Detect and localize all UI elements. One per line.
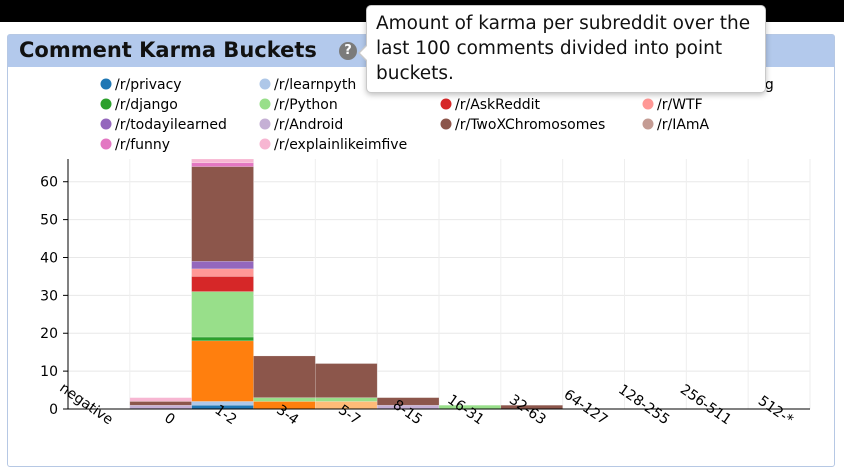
legend-swatch: [642, 98, 654, 110]
legend-label: /r/AskReddit: [455, 97, 541, 113]
legend-label: /r/IAmA: [657, 117, 710, 133]
legend-label: /r/privacy: [115, 77, 182, 93]
y-tick-label: 40: [40, 250, 58, 266]
legend-label: /r/learnpyth: [274, 77, 356, 93]
bar-segment: [191, 268, 254, 277]
bar-segment: [191, 276, 254, 292]
y-tick-label: 0: [49, 402, 58, 418]
legend-swatch: [259, 78, 271, 90]
y-tick-label: 20: [40, 326, 58, 342]
legend-label: /r/Android: [274, 117, 343, 133]
legend-label: /r/Python: [274, 97, 338, 113]
help-tooltip: Amount of karma per subreddit over the l…: [358, 5, 766, 93]
x-tick-label: 32-63: [506, 392, 549, 428]
legend-label: /r/django: [115, 97, 178, 113]
bar-segment: [129, 397, 192, 402]
bar-segment: [376, 397, 440, 406]
panel-title: Comment Karma Buckets: [19, 38, 317, 62]
bar-segment: [253, 355, 316, 398]
x-tick-label: 256-511: [677, 382, 734, 429]
bar-segment: [191, 291, 254, 338]
bar-segment: [191, 166, 254, 262]
tooltip-arrow: [358, 44, 368, 62]
bar-segment: [129, 401, 192, 406]
legend-swatch: [440, 118, 452, 130]
legend-label: /r/TwoXChromosomes: [455, 117, 605, 133]
bar-segment: [191, 336, 254, 342]
x-tick-label: 128-255: [615, 382, 672, 429]
x-tick-label: 16-31: [444, 392, 487, 428]
bar-segment: [191, 261, 254, 270]
x-tick-label: negative: [56, 380, 115, 428]
legend-swatch: [100, 98, 112, 110]
bar-segment: [315, 397, 378, 402]
x-tick-label: 512-*: [755, 393, 796, 428]
legend-label: /r/todayilearned: [115, 117, 227, 133]
legend-swatch: [100, 118, 112, 130]
legend-swatch: [642, 118, 654, 130]
x-tick-label: 64-127: [561, 387, 611, 429]
bar-segment: [129, 404, 192, 410]
bar-segment: [253, 397, 316, 402]
bar-segment: [315, 363, 378, 398]
x-tick-label: 0: [161, 410, 177, 428]
help-icon[interactable]: ?: [339, 42, 357, 60]
bar-segment: [191, 340, 254, 402]
y-tick-label: 50: [40, 213, 58, 229]
legend-label: /r/funny: [115, 137, 170, 153]
bar-segment: [191, 158, 254, 164]
legend-label: /r/explainlikeimfive: [274, 137, 407, 153]
y-tick-label: 30: [40, 288, 58, 304]
tooltip-text: Amount of karma per subreddit over the l…: [376, 13, 751, 84]
y-tick-label: 60: [40, 175, 58, 191]
comment-karma-panel: Comment Karma Buckets ?: [7, 34, 835, 467]
legend-swatch: [259, 138, 271, 150]
legend-swatch: [100, 78, 112, 90]
legend-swatch: [100, 138, 112, 150]
y-tick-label: 10: [40, 364, 58, 380]
legend-swatch: [259, 118, 271, 130]
legend-swatch: [440, 98, 452, 110]
legend-swatch: [259, 98, 271, 110]
bar-segment: [191, 162, 254, 167]
legend-label: /r/WTF: [657, 97, 703, 113]
